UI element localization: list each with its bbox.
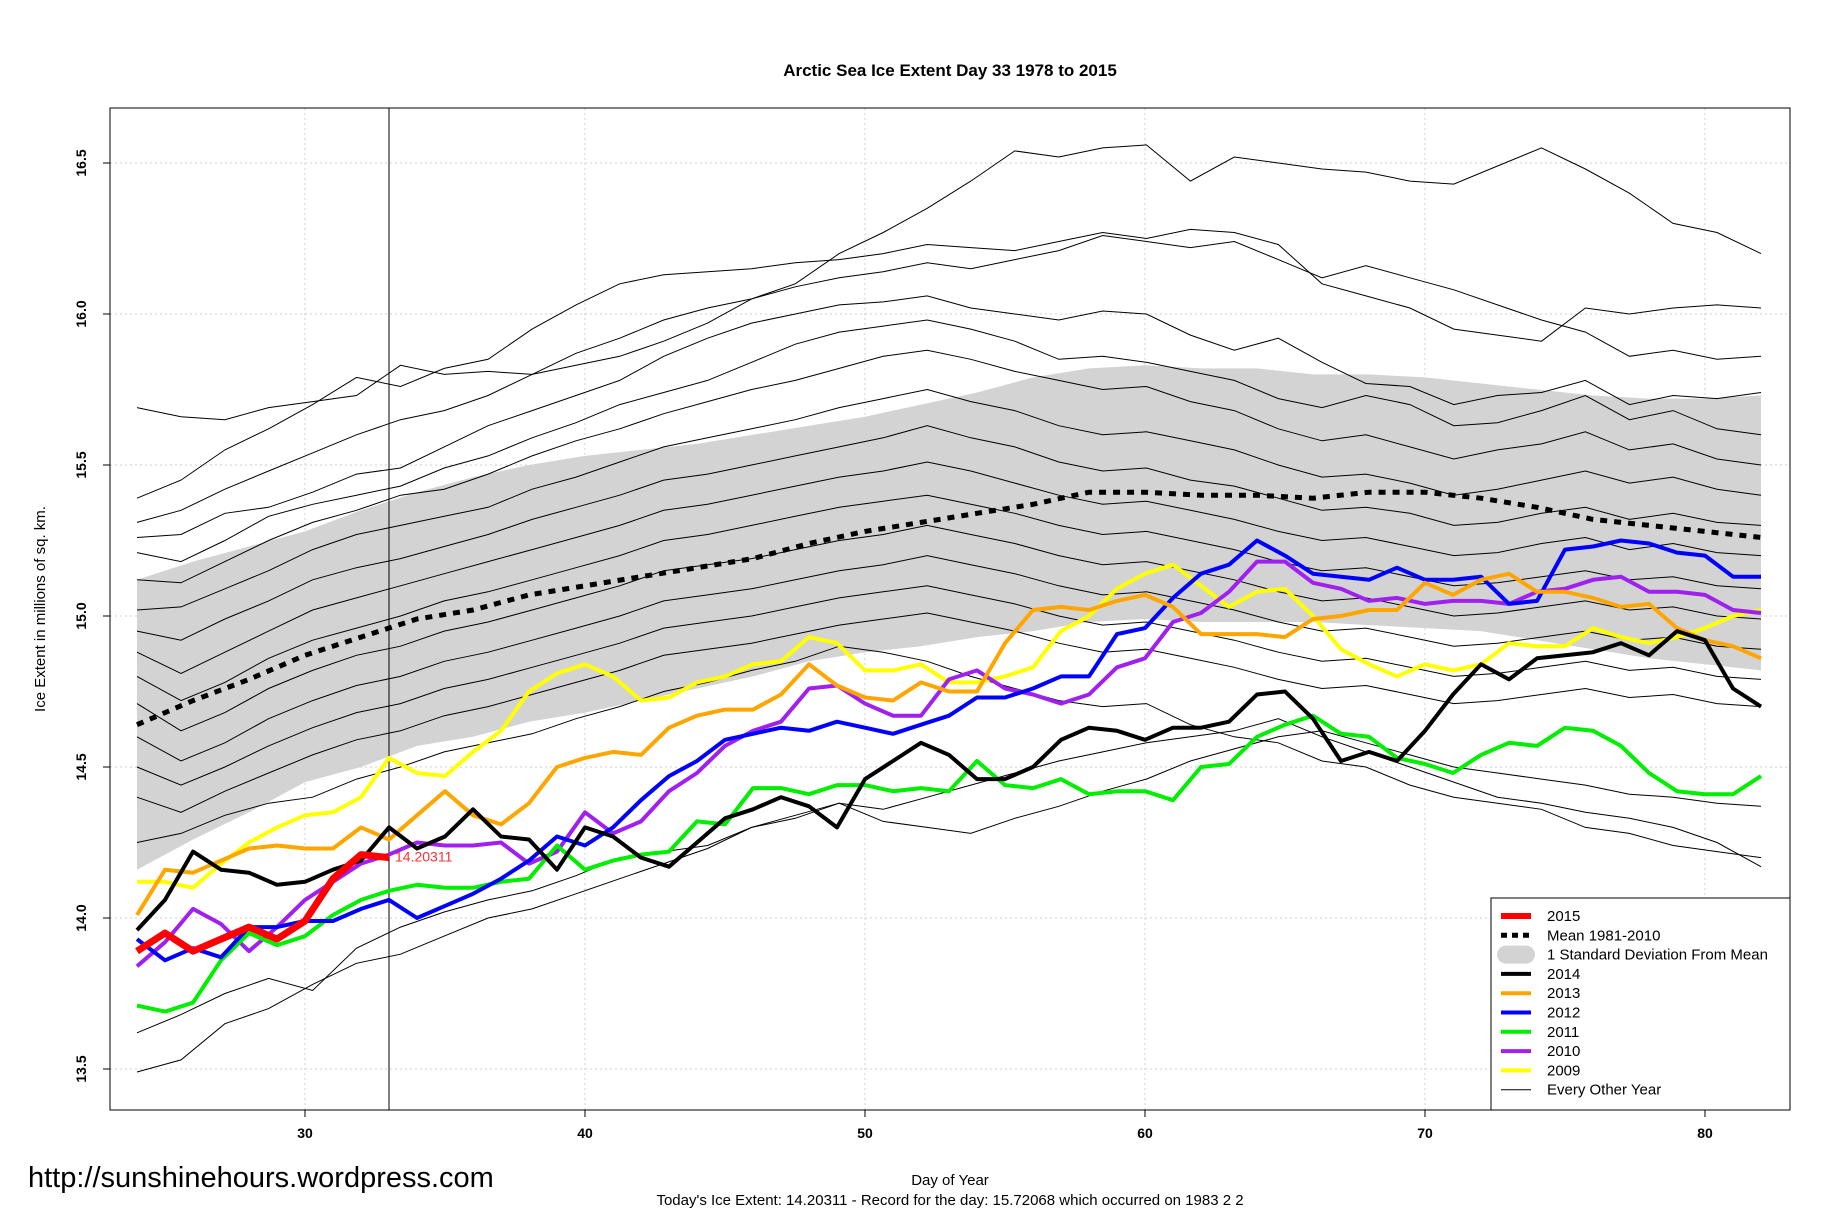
legend: 2015 Mean 1981-2010 1 Standard Deviation F… [1490,897,1791,1111]
series-line-2014 [135,629,1763,932]
series-line-2010 [135,559,1762,968]
y-tick-label: 13.5 [73,1055,89,1082]
legend-label: 2012 [1547,1005,1580,1022]
series-line-2011 [136,713,1763,1014]
other-year-line [136,461,1762,674]
legend-label: 2015 [1547,908,1580,925]
y-tick-label: 16.0 [73,300,89,327]
footnote: Today's Ice Extent: 14.20311 - Record fo… [656,1192,1243,1209]
series-lines [135,489,1763,1014]
other-year-line [136,524,1762,732]
chart-title: Arctic Sea Ice Extent Day 33 1978 to 201… [783,61,1117,80]
legend-label: 2010 [1547,1043,1580,1060]
legend-label: 2014 [1547,966,1580,983]
other-year-line [136,425,1762,641]
y-tick-label: 14.5 [73,753,89,780]
y-tick-label: 15.0 [73,602,89,629]
today-callout: 14.20311 [395,849,453,865]
site-url: http://sunshinehours.wordpress.com [28,1162,494,1194]
plot-frame [109,107,1791,1111]
y-tick-label: 16.5 [73,149,89,176]
other-year-line [136,228,1762,499]
other-year-line [136,645,1762,859]
other-year-line [136,612,1762,813]
legend-swatch [1497,945,1535,964]
legend-label: 2013 [1547,985,1580,1002]
other-year-line [136,349,1762,584]
other-year-line [136,730,1762,1034]
mean-line [136,489,1762,727]
other-year-line [136,234,1762,523]
legend-box [1490,897,1791,1111]
legend-label: 2011 [1547,1024,1579,1041]
other-year-line [136,585,1762,786]
other-year-line [136,319,1762,563]
series-line-2012 [135,538,1761,963]
other-year-line [136,295,1762,538]
series-line-2013 [135,571,1762,917]
other-years-lines [136,144,1762,1073]
other-year-line [136,144,1762,421]
x-tick-label: 70 [1417,1125,1433,1141]
today-value-label: 14.20311 [395,849,453,865]
x-tick-label: 80 [1697,1125,1713,1141]
x-tick-label: 30 [297,1125,313,1141]
y-tick-label: 15.5 [73,451,89,478]
series-line-2015 [135,851,390,955]
x-axis-title: Day of Year [911,1172,989,1189]
y-tick-label: 14.0 [73,904,89,931]
x-tick-label: 50 [857,1125,873,1141]
legend-label: 1 Standard Deviation From Mean [1547,947,1768,964]
legend-label: 2009 [1547,1062,1580,1079]
x-axis-ticks: 30 40 50 60 70 80 [297,1110,1713,1141]
legend-label: Every Other Year [1547,1082,1661,1099]
legend-label: Mean 1981-2010 [1547,927,1660,944]
y-axis-ticks: 13.5 14.0 14.5 15.0 15.5 16.0 16.5 [73,149,110,1083]
other-year-line [136,388,1762,611]
other-year-line [136,555,1762,762]
x-tick-label: 60 [1137,1125,1153,1141]
x-tick-label: 40 [577,1125,593,1141]
y-axis-title: Ice Extent in millions of sq. km. [32,506,49,712]
